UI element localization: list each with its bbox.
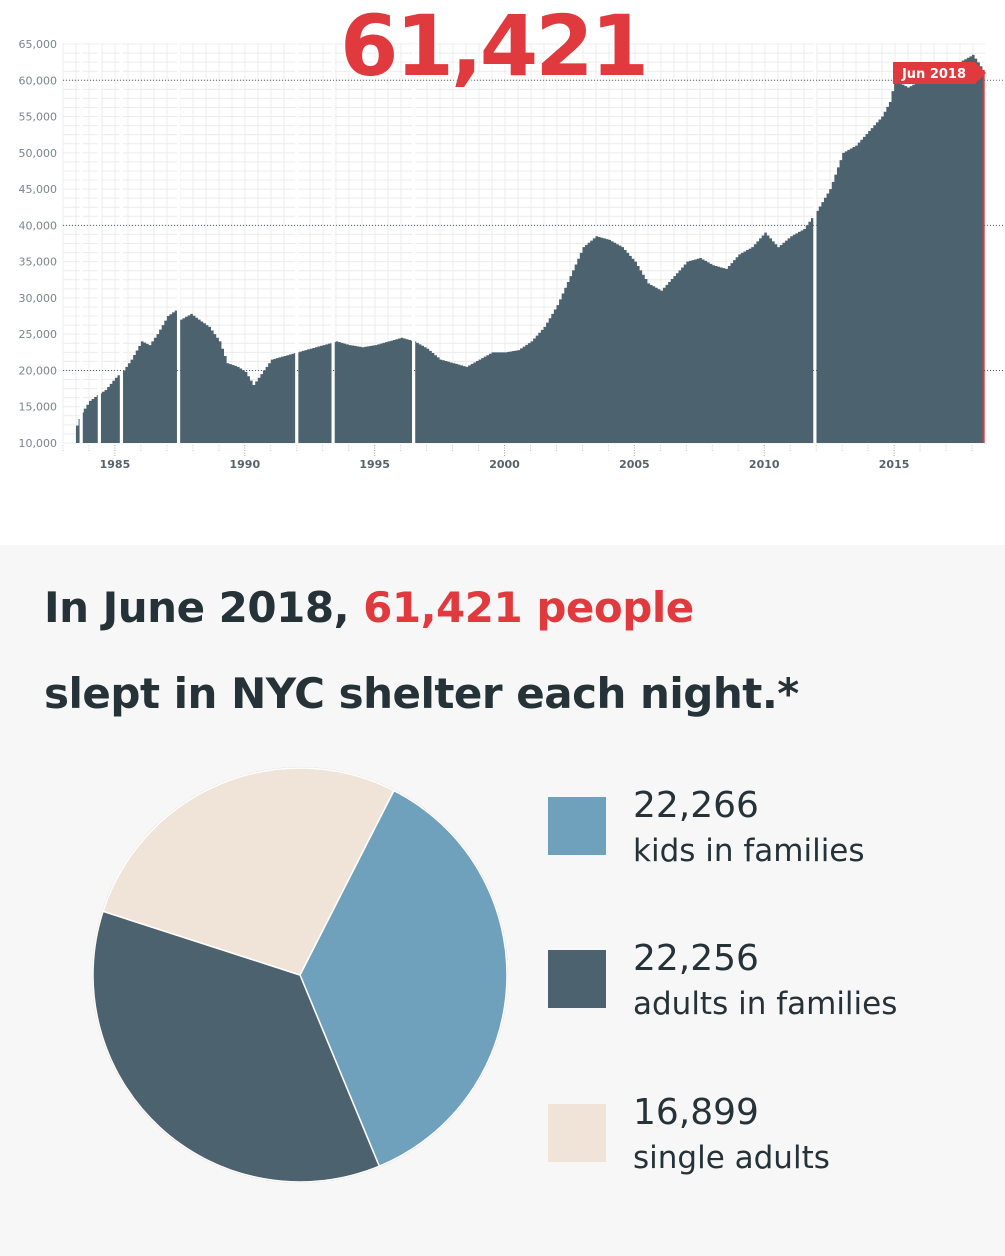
data-gap <box>97 44 101 443</box>
data-gap <box>412 44 416 443</box>
legend-label-single-adults: single adults <box>633 1140 830 1176</box>
y-tick-label: 15,000 <box>19 401 58 414</box>
annotation-badge-arrow <box>975 62 986 84</box>
pie-chart <box>92 767 508 1183</box>
headline-line-2: slept in NYC shelter each night.* <box>44 669 799 718</box>
headline-highlight: 61,421 people <box>363 583 694 632</box>
y-tick-label: 60,000 <box>19 74 58 87</box>
x-tick-label: 2015 <box>879 458 910 471</box>
y-tick-label: 45,000 <box>19 183 58 196</box>
data-gap <box>295 44 299 443</box>
legend-value-adults-families: 22,256 <box>633 938 759 979</box>
area-chart: 10,000 15,000 20,000 25,000 30,000 35,000 40,0… <box>19 38 1005 471</box>
pie-slice <box>102 767 395 976</box>
breakdown-panel: In June 2018, 61,421 people slept in NYC… <box>0 545 1005 1256</box>
data-gap <box>79 44 83 443</box>
legend-label-kids: kids in families <box>633 833 865 869</box>
headline-line-1: In June 2018, 61,421 people <box>44 583 694 632</box>
x-tick-label: 2000 <box>489 458 520 471</box>
headline-number: 61,421 <box>340 0 649 95</box>
headline-text: In June 2018, <box>44 583 364 632</box>
area-series <box>75 54 984 444</box>
x-tick-label: 1985 <box>100 458 131 471</box>
annotation-badge <box>893 62 975 84</box>
y-tick-label: 65,000 <box>19 38 58 51</box>
legend-swatch-single-adults <box>548 1104 606 1162</box>
y-tick-label: 30,000 <box>19 292 58 305</box>
y-tick-label: 10,000 <box>19 437 58 450</box>
y-tick-label: 20,000 <box>19 364 58 377</box>
legend-swatch-adults-families <box>548 950 606 1008</box>
pie-slice <box>92 910 381 1183</box>
legend-value-single-adults: 16,899 <box>633 1092 759 1133</box>
y-tick-label: 35,000 <box>19 256 58 269</box>
data-gap <box>331 44 335 443</box>
legend-value-kids: 22,266 <box>633 785 759 826</box>
y-tick-label: 55,000 <box>19 111 58 124</box>
y-tick-label: 50,000 <box>19 147 58 160</box>
x-tick-label: 1995 <box>359 458 390 471</box>
shelter-population-chart-panel: 10,000 15,000 20,000 25,000 30,000 35,000 40,0… <box>0 0 1005 545</box>
legend-label-adults-families: adults in families <box>633 986 898 1022</box>
legend-swatch-kids <box>548 797 606 855</box>
x-tick-label: 2010 <box>749 458 780 471</box>
annotation-label: Jun 2018 <box>901 67 966 82</box>
x-tick-label: 2005 <box>619 458 650 471</box>
y-tick-label: 40,000 <box>19 219 58 232</box>
data-gap <box>176 44 181 443</box>
data-gap <box>119 44 124 443</box>
x-tick-label: 1990 <box>229 458 260 471</box>
data-gap <box>813 44 817 443</box>
pie-slice <box>299 789 508 1168</box>
y-tick-label: 25,000 <box>19 328 58 341</box>
